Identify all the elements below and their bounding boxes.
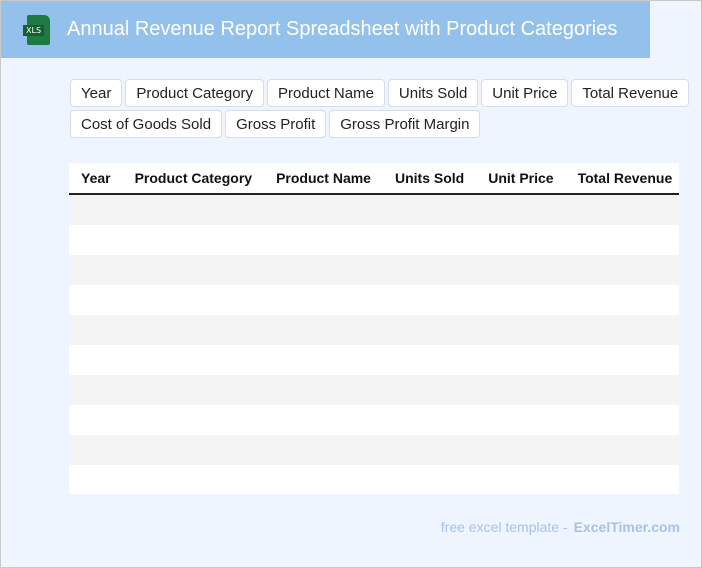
column-chip[interactable]: Unit Price [481, 79, 569, 107]
table-cell[interactable] [69, 255, 123, 285]
table-cell[interactable] [566, 285, 679, 315]
column-chip[interactable]: Year [70, 79, 123, 107]
table-cell[interactable] [69, 285, 123, 315]
table-cell[interactable] [383, 465, 476, 494]
table-cell[interactable] [123, 225, 264, 255]
table-cell[interactable] [123, 345, 264, 375]
table-cell[interactable] [69, 465, 123, 494]
table-cell[interactable] [122, 255, 265, 285]
table-row [69, 315, 679, 345]
table-cell[interactable] [565, 315, 679, 345]
column-chip[interactable]: Product Name [267, 79, 385, 107]
table-cell[interactable] [69, 405, 123, 435]
table-cell[interactable] [382, 255, 477, 285]
table-cell[interactable] [264, 465, 383, 494]
table-row [69, 255, 679, 285]
table-cell[interactable] [566, 465, 679, 494]
column-chip[interactable]: Gross Profit Margin [329, 110, 481, 138]
table-cell[interactable] [264, 285, 383, 315]
table-cell[interactable] [382, 315, 477, 345]
table-cell[interactable] [382, 435, 477, 465]
table-cell[interactable] [566, 405, 679, 435]
table-header-row: Year Product Category Product Name Units So… [69, 163, 679, 195]
column-header[interactable]: Units Sold [382, 163, 477, 195]
footer-text: free excel template - [440, 519, 568, 535]
table-cell[interactable] [69, 435, 123, 465]
table-cell[interactable] [122, 435, 265, 465]
column-chip[interactable]: Units Sold [387, 79, 479, 107]
table-cell[interactable] [476, 465, 565, 494]
table-cell[interactable] [122, 194, 265, 225]
column-header[interactable]: Product Name [264, 163, 383, 195]
table-cell[interactable] [264, 225, 383, 255]
table-cell[interactable] [123, 285, 264, 315]
table-cell[interactable] [476, 194, 566, 225]
column-chip[interactable]: Cost of Goods Sold [70, 110, 223, 138]
table-row [69, 375, 679, 405]
table-cell[interactable] [264, 194, 383, 225]
table-cell[interactable] [565, 255, 679, 285]
column-header[interactable]: Product Category [122, 163, 265, 195]
table-cell[interactable] [476, 435, 566, 465]
table-cell[interactable] [264, 255, 383, 285]
table-cell[interactable] [383, 345, 476, 375]
table-cell[interactable] [264, 435, 383, 465]
table-cell[interactable] [566, 345, 679, 375]
table-cell[interactable] [476, 285, 565, 315]
table-cell[interactable] [383, 285, 476, 315]
table-cell[interactable] [382, 375, 477, 405]
column-chips: Year Product Category Product Name Units So… [70, 79, 690, 138]
footer: free excel template - ExcelTimer.com [441, 519, 680, 535]
table-row [69, 345, 679, 375]
table-row [69, 465, 679, 494]
column-chip[interactable]: Product Category [125, 79, 265, 107]
table-row [69, 194, 679, 225]
table-row [69, 405, 679, 435]
xls-file-icon: XLS [23, 14, 50, 45]
table-cell[interactable] [566, 225, 679, 255]
table-cell[interactable] [69, 375, 123, 405]
table-cell[interactable] [123, 465, 264, 494]
table-cell[interactable] [122, 315, 265, 345]
table-row [69, 225, 679, 255]
table-cell[interactable] [476, 345, 565, 375]
table-cell[interactable] [264, 345, 383, 375]
page-title: Annual Revenue Report Spreadsheet with P… [67, 18, 618, 40]
table-cell[interactable] [565, 194, 679, 225]
table-cell[interactable] [69, 315, 123, 345]
table-cell[interactable] [264, 315, 383, 345]
column-header[interactable]: Year [69, 163, 123, 195]
table-cell[interactable] [69, 225, 123, 255]
table-row [69, 435, 679, 465]
brand-link[interactable]: ExcelTimer.com [573, 519, 680, 535]
table-cell[interactable] [476, 255, 566, 285]
table-cell[interactable] [476, 225, 565, 255]
table-cell[interactable] [476, 375, 566, 405]
column-header[interactable]: Total Revenue [565, 163, 679, 195]
table-cell[interactable] [123, 405, 264, 435]
table-row [69, 285, 679, 315]
table-cell[interactable] [565, 375, 679, 405]
column-header[interactable]: Unit Price [476, 163, 566, 195]
table-cell[interactable] [476, 315, 566, 345]
column-chip[interactable]: Gross Profit [225, 110, 327, 138]
table-cell[interactable] [382, 194, 477, 225]
table-cell[interactable] [69, 194, 123, 225]
data-table[interactable]: Year Product Category Product Name Units So… [69, 163, 679, 494]
table-cell[interactable] [122, 375, 265, 405]
table-cell[interactable] [69, 345, 123, 375]
table-cell[interactable] [264, 405, 383, 435]
table-cell[interactable] [476, 405, 565, 435]
table-cell[interactable] [383, 225, 476, 255]
table-cell[interactable] [565, 435, 679, 465]
title-bar: XLS Annual Revenue Report Spreadsheet wi… [1, 1, 650, 58]
table-cell[interactable] [264, 375, 383, 405]
table-cell[interactable] [383, 405, 476, 435]
column-chip[interactable]: Total Revenue [571, 79, 690, 107]
